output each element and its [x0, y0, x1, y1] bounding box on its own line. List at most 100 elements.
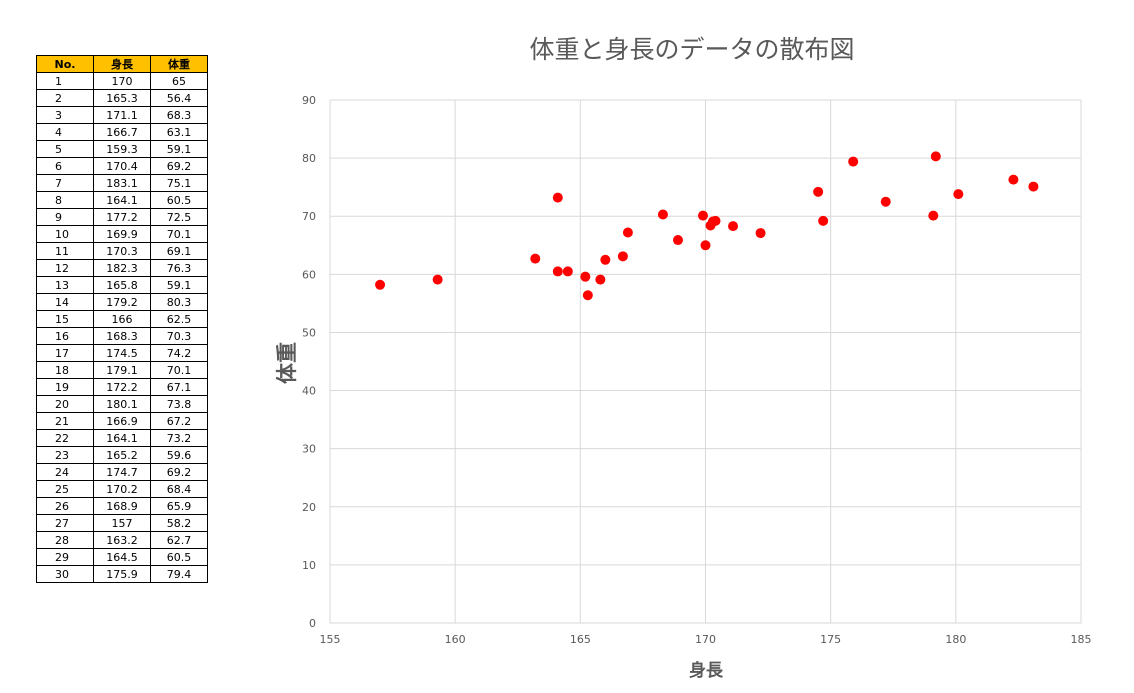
data-point: [672, 235, 683, 246]
x-tick-label: 155: [320, 633, 341, 646]
cell-no: 17: [36, 344, 94, 362]
x-tick-label: 185: [1071, 633, 1092, 646]
table-row: 1 170 65: [36, 72, 208, 90]
data-point: [432, 274, 443, 285]
cell-weight: 74.2: [150, 344, 208, 362]
data-point: [697, 210, 708, 221]
data-point: [880, 196, 891, 207]
cell-weight: 75.1: [150, 174, 208, 192]
cell-weight: 79.4: [150, 565, 208, 583]
y-tick-label: 50: [302, 326, 316, 339]
table-row: 20 180.1 73.8: [36, 395, 208, 413]
y-tick-label: 20: [302, 501, 316, 514]
cell-height: 175.9: [93, 565, 151, 583]
cell-no: 29: [36, 548, 94, 566]
data-point: [755, 228, 766, 239]
data-point: [700, 240, 711, 251]
cell-weight: 65: [150, 72, 208, 90]
cell-weight: 73.2: [150, 429, 208, 447]
cell-weight: 63.1: [150, 123, 208, 141]
table-row: 7 183.1 75.1: [36, 174, 208, 192]
table-row: 21 166.9 67.2: [36, 412, 208, 430]
header-height: 身長: [93, 55, 151, 73]
cell-height: 163.2: [93, 531, 151, 549]
table-row: 8 164.1 60.5: [36, 191, 208, 209]
cell-height: 180.1: [93, 395, 151, 413]
data-point: [928, 210, 939, 221]
table-row: 30 175.9 79.4: [36, 565, 208, 583]
data-point: [552, 192, 563, 203]
cell-height: 174.5: [93, 344, 151, 362]
chart-ticks: 155 160 165 170 175 180 185 0 10 20 30 40 50 60 70 80 90: [302, 94, 1092, 646]
data-point: [552, 266, 563, 277]
cell-weight: 56.4: [150, 89, 208, 107]
cell-weight: 69.2: [150, 157, 208, 175]
cell-height: 165.2: [93, 446, 151, 464]
data-point: [818, 215, 829, 226]
data-point: [953, 189, 964, 200]
table-row: 23 165.2 59.6: [36, 446, 208, 464]
cell-no: 26: [36, 497, 94, 515]
cell-weight: 59.1: [150, 276, 208, 294]
y-tick-label: 70: [302, 210, 316, 223]
cell-no: 15: [36, 310, 94, 328]
cell-weight: 59.6: [150, 446, 208, 464]
cell-weight: 59.1: [150, 140, 208, 158]
data-point: [582, 290, 593, 301]
cell-height: 168.3: [93, 327, 151, 345]
cell-weight: 65.9: [150, 497, 208, 515]
y-tick-label: 10: [302, 559, 316, 572]
cell-height: 171.1: [93, 106, 151, 124]
table-row: 12 182.3 76.3: [36, 259, 208, 277]
cell-weight: 69.2: [150, 463, 208, 481]
table-row: 24 174.7 69.2: [36, 463, 208, 481]
cell-weight: 70.1: [150, 361, 208, 379]
cell-height: 168.9: [93, 497, 151, 515]
data-point: [580, 271, 591, 282]
cell-weight: 58.2: [150, 514, 208, 532]
table-row: 26 168.9 65.9: [36, 497, 208, 515]
cell-weight: 68.3: [150, 106, 208, 124]
table-body: 1 170 65 2 165.3 56.4 3 171.1 68.3 4 166.7 63.1 5 159…: [36, 72, 208, 583]
table-row: 22 164.1 73.2: [36, 429, 208, 447]
data-point: [848, 156, 859, 167]
cell-height: 170.2: [93, 480, 151, 498]
data-point: [930, 151, 941, 162]
cell-height: 179.2: [93, 293, 151, 311]
x-tick-label: 170: [695, 633, 716, 646]
header-no: No.: [36, 55, 94, 73]
cell-height: 166.9: [93, 412, 151, 430]
cell-height: 165.3: [93, 89, 151, 107]
y-tick-label: 80: [302, 152, 316, 165]
data-point: [705, 220, 716, 231]
data-point: [657, 209, 668, 220]
data-point: [622, 227, 633, 238]
x-tick-label: 165: [570, 633, 591, 646]
data-point: [600, 254, 611, 265]
data-point: [595, 274, 606, 285]
table-row: 3 171.1 68.3: [36, 106, 208, 124]
cell-weight: 68.4: [150, 480, 208, 498]
table-row: 25 170.2 68.4: [36, 480, 208, 498]
cell-weight: 73.8: [150, 395, 208, 413]
header-weight: 体重: [150, 55, 208, 73]
data-point: [1008, 174, 1019, 185]
cell-height: 164.1: [93, 429, 151, 447]
data-table: No. 身長 体重 1 170 65 2 165.3 56.4 3 171.1 68.3 4 166…: [36, 55, 208, 583]
y-tick-label: 0: [309, 617, 316, 630]
y-tick-label: 60: [302, 268, 316, 281]
cell-weight: 76.3: [150, 259, 208, 277]
table-row: 13 165.8 59.1: [36, 276, 208, 294]
data-point: [530, 253, 541, 264]
table-header-row: No. 身長 体重: [36, 55, 208, 73]
data-point: [1028, 181, 1039, 192]
chart-grid: [329, 99, 1082, 624]
data-point: [375, 279, 386, 290]
table-row: 17 174.5 74.2: [36, 344, 208, 362]
y-tick-label: 30: [302, 443, 316, 456]
table-row: 2 165.3 56.4: [36, 89, 208, 107]
cell-weight: 69.1: [150, 242, 208, 260]
cell-height: 177.2: [93, 208, 151, 226]
chart-points: [375, 151, 1039, 301]
